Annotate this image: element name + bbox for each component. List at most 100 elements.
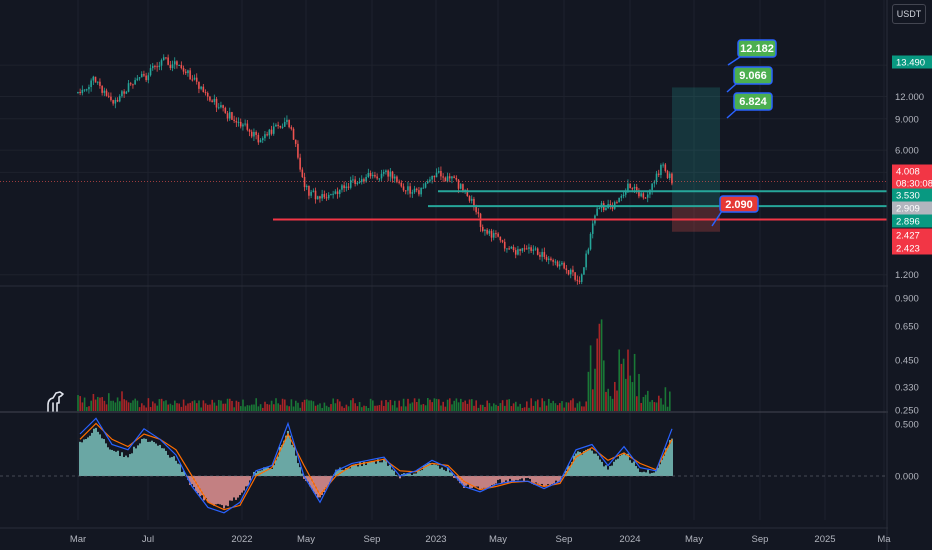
tradingview-logo-icon[interactable] bbox=[44, 389, 68, 413]
volume-bar bbox=[391, 405, 394, 411]
candle bbox=[618, 197, 620, 203]
volume-bar bbox=[248, 405, 251, 411]
candle-body bbox=[426, 181, 429, 184]
histogram-bar bbox=[563, 474, 565, 476]
candle-body bbox=[440, 170, 442, 177]
target-labels[interactable]: 12.182 9.066 6.824 2.090 bbox=[711, 39, 777, 227]
volume-bar bbox=[209, 404, 211, 411]
candle-body bbox=[165, 57, 167, 59]
candle bbox=[169, 60, 172, 71]
candle-body bbox=[662, 164, 664, 166]
volume-bar bbox=[235, 400, 238, 411]
time-tick-label: 2022 bbox=[231, 534, 252, 545]
candle bbox=[389, 167, 392, 182]
histogram-bar bbox=[217, 476, 219, 504]
volume-bar bbox=[380, 400, 383, 411]
price-tag: 2.909 bbox=[892, 201, 932, 215]
histogram-bar bbox=[569, 465, 571, 476]
candle bbox=[123, 89, 125, 98]
candle bbox=[435, 168, 438, 178]
histogram-bar bbox=[359, 462, 361, 476]
volume-bar bbox=[605, 391, 607, 411]
candle bbox=[154, 64, 156, 70]
candle bbox=[244, 119, 246, 127]
histogram-bar bbox=[141, 438, 143, 476]
candle-body bbox=[125, 91, 128, 94]
candle-body bbox=[132, 84, 134, 86]
histogram-bar bbox=[357, 466, 359, 476]
price-axis[interactable]: 18.00012.0009.0006.0004.5001.2000.9000.6… bbox=[888, 0, 932, 550]
volume-bar bbox=[407, 398, 409, 411]
stop-value: 2.090 bbox=[725, 199, 753, 211]
candle bbox=[171, 60, 174, 72]
grid bbox=[0, 0, 887, 520]
volume-bar bbox=[572, 398, 574, 411]
candle bbox=[198, 81, 200, 94]
histogram-bar bbox=[487, 476, 489, 488]
candle bbox=[662, 162, 664, 168]
histogram-bar bbox=[417, 469, 419, 476]
currency-badge[interactable]: USDT bbox=[892, 4, 926, 24]
candle-body bbox=[506, 248, 508, 250]
volume-tick-label: 0.450 bbox=[895, 356, 919, 367]
candle-body bbox=[503, 241, 506, 249]
histogram-bar bbox=[183, 470, 185, 476]
candle bbox=[250, 129, 253, 139]
histogram-bar bbox=[405, 473, 407, 476]
histogram-bar bbox=[659, 464, 661, 476]
volume-bar bbox=[409, 403, 411, 411]
histogram-bar bbox=[663, 455, 665, 476]
candle-body bbox=[519, 249, 521, 251]
candle bbox=[354, 176, 356, 187]
candle bbox=[525, 245, 528, 250]
histogram-bar bbox=[107, 447, 109, 476]
candle bbox=[281, 123, 284, 129]
candle-body bbox=[268, 129, 271, 136]
candle-body bbox=[206, 92, 209, 97]
volume-bar bbox=[350, 400, 352, 411]
candle-body bbox=[407, 186, 409, 191]
candle-body bbox=[638, 190, 640, 197]
candle bbox=[308, 185, 310, 200]
candle bbox=[380, 169, 383, 182]
price-axis-background bbox=[888, 0, 932, 550]
histogram-bar bbox=[481, 476, 483, 489]
volume-bar bbox=[627, 349, 629, 411]
volume-bar bbox=[431, 402, 433, 411]
histogram-bar bbox=[85, 439, 87, 476]
candle-body bbox=[413, 188, 416, 193]
candle bbox=[268, 128, 271, 139]
histogram-bar bbox=[607, 469, 609, 476]
time-tick-label: Mar bbox=[70, 534, 86, 545]
volume-bar bbox=[528, 407, 530, 411]
histogram-bar bbox=[495, 476, 497, 484]
candle bbox=[644, 196, 647, 199]
candle bbox=[616, 200, 618, 204]
volume-bar bbox=[306, 399, 308, 411]
candle bbox=[528, 243, 530, 254]
candle bbox=[253, 128, 255, 142]
candle-body bbox=[578, 280, 581, 282]
candle bbox=[484, 228, 486, 236]
time-tick-label: Sep bbox=[364, 534, 381, 545]
candle bbox=[92, 75, 95, 85]
candle-body bbox=[444, 177, 447, 182]
time-axis[interactable]: Mar Jul 2022 May Sep 2023 May Sep 2024 May Sep 2025… bbox=[70, 534, 891, 545]
candle-body bbox=[160, 60, 163, 66]
volume-bar bbox=[614, 381, 616, 411]
candle-body bbox=[85, 89, 88, 91]
volume-bar bbox=[642, 396, 645, 411]
candle bbox=[591, 219, 594, 239]
candle bbox=[248, 128, 251, 137]
volume-bar bbox=[88, 406, 90, 411]
candle bbox=[534, 246, 537, 251]
volume-bar bbox=[383, 405, 385, 411]
volume-bar bbox=[242, 399, 244, 411]
level-lines[interactable] bbox=[0, 181, 887, 221]
candle-body bbox=[140, 74, 143, 78]
volume-bar bbox=[240, 406, 242, 411]
histogram-bar bbox=[553, 476, 555, 484]
candle-body bbox=[433, 175, 436, 178]
